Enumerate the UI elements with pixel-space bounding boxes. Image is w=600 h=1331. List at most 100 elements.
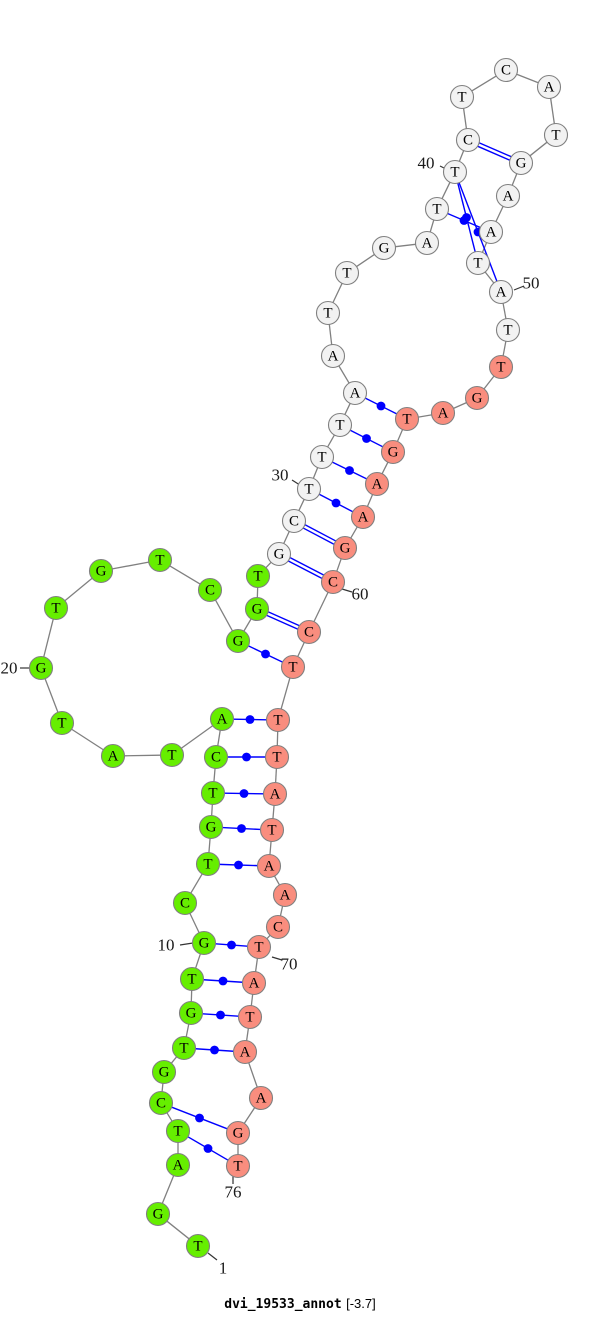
nucleotide-circle[interactable] [430,400,456,426]
nucleotide-circle[interactable] [280,654,306,680]
nucleotide-circle[interactable] [488,354,514,380]
nucleotide-node[interactable]: C [493,57,519,83]
nucleotide-node[interactable]: C [172,890,198,916]
nucleotide-node[interactable]: T [179,966,205,992]
nucleotide-node[interactable]: A [488,279,514,305]
nucleotide-circle[interactable] [179,966,205,992]
nucleotide-node[interactable]: T [147,547,173,573]
nucleotide-node[interactable]: A [232,1039,258,1065]
nucleotide-circle[interactable] [178,1000,204,1026]
nucleotide-circle[interactable] [320,569,346,595]
nucleotide-circle[interactable] [203,744,229,770]
nucleotide-circle[interactable] [200,780,226,806]
nucleotide-circle[interactable] [232,1039,258,1065]
nucleotide-node[interactable]: T [394,406,420,432]
nucleotide-circle[interactable] [165,1152,191,1178]
nucleotide-circle[interactable] [465,250,491,276]
nucleotide-circle[interactable] [49,710,75,736]
nucleotide-circle[interactable] [272,882,298,908]
nucleotide-node[interactable]: A [165,1152,191,1178]
nucleotide-node[interactable]: A [262,781,288,807]
nucleotide-circle[interactable] [262,781,288,807]
nucleotide-node[interactable]: C [296,619,322,645]
nucleotide-circle[interactable] [171,1035,197,1061]
nucleotide-node[interactable]: C [320,569,346,595]
nucleotide-circle[interactable] [266,541,292,567]
nucleotide-node[interactable]: T [465,250,491,276]
nucleotide-circle[interactable] [424,196,450,222]
nucleotide-circle[interactable] [442,159,468,185]
nucleotide-node[interactable]: G [225,1120,251,1146]
nucleotide-circle[interactable] [245,563,271,589]
nucleotide-circle[interactable] [244,596,270,622]
nucleotide-circle[interactable] [455,127,481,153]
nucleotide-node[interactable]: G [380,439,406,465]
nucleotide-circle[interactable] [246,934,272,960]
nucleotide-node[interactable]: G [28,655,54,681]
nucleotide-circle[interactable] [225,1153,251,1179]
nucleotide-circle[interactable] [536,74,562,100]
nucleotide-circle[interactable] [256,853,282,879]
nucleotide-circle[interactable] [259,817,285,843]
nucleotide-circle[interactable] [265,914,291,940]
nucleotide-node[interactable]: T [185,1233,211,1259]
nucleotide-node[interactable]: A [414,230,440,256]
nucleotide-node[interactable]: T [225,1153,251,1179]
nucleotide-node[interactable]: T [264,744,290,770]
nucleotide-circle[interactable] [371,235,397,261]
nucleotide-circle[interactable] [350,504,376,530]
nucleotide-circle[interactable] [185,1233,211,1259]
nucleotide-circle[interactable] [334,260,360,286]
nucleotide-node[interactable]: T [195,851,221,877]
nucleotide-circle[interactable] [495,183,521,209]
nucleotide-circle[interactable] [364,471,390,497]
nucleotide-node[interactable]: A [350,504,376,530]
nucleotide-circle[interactable] [265,707,291,733]
nucleotide-circle[interactable] [543,122,569,148]
nucleotide-circle[interactable] [296,619,322,645]
nucleotide-node[interactable]: T [165,1118,191,1144]
nucleotide-node[interactable]: A [100,743,126,769]
nucleotide-node[interactable]: G [332,535,358,561]
nucleotide-node[interactable]: G [464,385,490,411]
nucleotide-node[interactable]: T [334,260,360,286]
nucleotide-circle[interactable] [320,343,346,369]
nucleotide-node[interactable]: T [296,476,322,502]
nucleotide-node[interactable]: C [203,744,229,770]
nucleotide-node[interactable]: G [191,930,217,956]
nucleotide-circle[interactable] [241,970,267,996]
nucleotide-circle[interactable] [248,1085,274,1111]
nucleotide-circle[interactable] [209,706,235,732]
nucleotide-node[interactable]: T [327,412,353,438]
nucleotide-node[interactable]: A [320,343,346,369]
nucleotide-circle[interactable] [488,279,514,305]
nucleotide-node[interactable]: A [495,183,521,209]
nucleotide-circle[interactable] [493,57,519,83]
nucleotide-circle[interactable] [508,150,534,176]
nucleotide-node[interactable]: G [508,150,534,176]
nucleotide-circle[interactable] [159,742,185,768]
nucleotide-circle[interactable] [309,444,335,470]
nucleotide-circle[interactable] [342,380,368,406]
nucleotide-node[interactable]: C [455,127,481,153]
nucleotide-circle[interactable] [151,1059,177,1085]
nucleotide-node[interactable]: T [495,317,521,343]
nucleotide-circle[interactable] [28,655,54,681]
nucleotide-circle[interactable] [315,300,341,326]
nucleotide-circle[interactable] [464,385,490,411]
nucleotide-circle[interactable] [264,744,290,770]
nucleotide-circle[interactable] [100,743,126,769]
nucleotide-circle[interactable] [148,1090,174,1116]
nucleotide-node[interactable]: G [266,541,292,567]
nucleotide-node[interactable]: T [424,196,450,222]
nucleotide-circle[interactable] [449,84,475,110]
nucleotide-circle[interactable] [225,1120,251,1146]
nucleotide-node[interactable]: T [49,710,75,736]
nucleotide-circle[interactable] [495,317,521,343]
nucleotide-circle[interactable] [147,547,173,573]
nucleotide-circle[interactable] [394,406,420,432]
nucleotide-node[interactable]: T [245,563,271,589]
nucleotide-circle[interactable] [332,535,358,561]
nucleotide-node[interactable]: C [281,508,307,534]
nucleotide-node[interactable]: T [171,1035,197,1061]
